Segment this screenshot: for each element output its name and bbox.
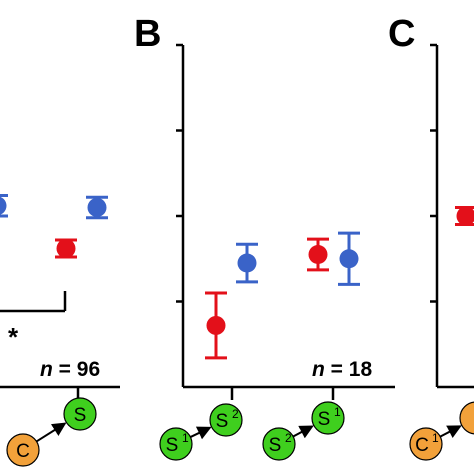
panel-a: * n = 96 CS [0, 193, 120, 467]
node-arrow-1-1 [292, 425, 314, 439]
point-1-0-blue-marker [237, 253, 257, 273]
point-1-0-red-marker [206, 315, 226, 335]
node-0-0-1: S [63, 397, 97, 431]
node-circle [262, 427, 296, 461]
node-subscript: 1 [334, 405, 341, 419]
node-text: S [166, 435, 179, 456]
node-text: C [415, 435, 429, 456]
node-0-0-0: C [6, 433, 40, 467]
node-arrow-1-0 [189, 426, 212, 440]
node-circle [159, 427, 193, 461]
point-1-1-red [307, 237, 329, 272]
data-points-a [0, 193, 108, 259]
category-label-a: CS [6, 397, 97, 467]
node-arrow-0-0 [35, 422, 67, 443]
n-label-b: n = 18 [312, 358, 372, 381]
point-0-0-blue-marker [87, 197, 107, 217]
node-text: C [16, 441, 30, 462]
n-label-a: n = 96 [40, 358, 100, 381]
node-circle [409, 427, 443, 461]
node-circle [459, 401, 474, 435]
point-0-extra-0-marker [0, 196, 7, 215]
node-subscript: 1 [182, 431, 189, 445]
point-1-1-blue [338, 231, 360, 286]
point-1-1-red-marker [308, 244, 328, 264]
category-labels-b: S 1S 2S 2S 1 [159, 401, 345, 461]
point-1-0-blue [236, 242, 258, 284]
point-2-0-red [455, 205, 474, 227]
data-points-b [205, 231, 360, 360]
point-0-0-red [55, 238, 77, 259]
node-subscript: 2 [285, 431, 292, 445]
node-text: S [318, 409, 331, 430]
point-0-extra-0 [0, 193, 8, 218]
point-1-0-red [205, 291, 227, 360]
panel-letter-c: C [388, 13, 415, 55]
node-circle [311, 401, 345, 435]
node-text: S [74, 405, 87, 426]
y-ticks-b [176, 43, 183, 303]
node-circle [63, 397, 97, 431]
node-circle [6, 433, 40, 467]
node-text: S [216, 411, 229, 432]
node-2-0-1 [459, 401, 474, 435]
panel-b: B n = 18 S 1S 2S 2S 1 [134, 13, 395, 461]
data-points-c [455, 205, 474, 227]
node-subscript: 1 [432, 431, 439, 445]
node-arrow-2-0 [439, 425, 462, 439]
point-0-0-red-marker [56, 238, 76, 258]
y-ticks-c [430, 43, 437, 303]
node-text: S [269, 435, 282, 456]
significance-star: * [8, 322, 19, 352]
point-2-0-red-marker [456, 206, 474, 226]
point-0-0-blue [86, 195, 108, 220]
node-subscript: 2 [232, 407, 239, 421]
node-circle [209, 403, 243, 437]
panel-letter-b: B [134, 13, 161, 55]
significance-bracket: * [0, 291, 67, 352]
point-1-1-blue-marker [339, 249, 359, 269]
